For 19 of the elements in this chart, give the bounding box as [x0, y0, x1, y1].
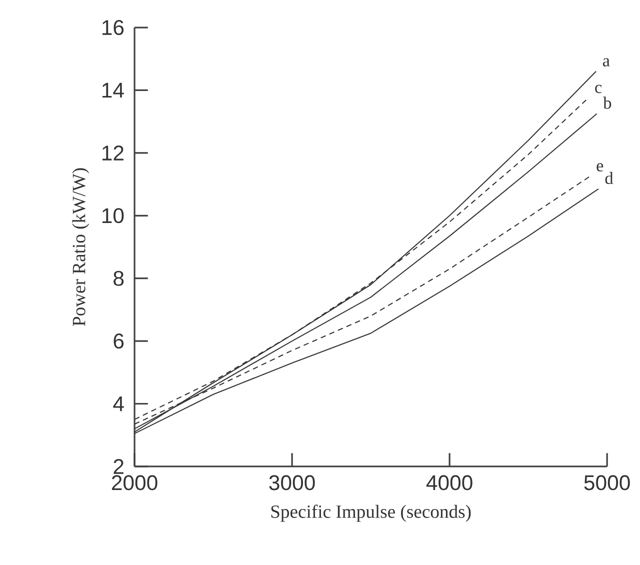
y-axis-title: Power Ratio (kW/W) [72, 168, 90, 326]
x-axis-title: Specific Impulse (seconds) [271, 504, 471, 522]
x-tick-label: 5000 [584, 475, 630, 490]
series-label: e [596, 163, 604, 172]
y-tick-label: 6 [114, 334, 124, 349]
y-tick-label: 14 [102, 82, 124, 98]
series-label: a [602, 58, 610, 66]
series-label: d [605, 172, 614, 184]
y-tick-label: 4 [113, 396, 124, 412]
y-tick-label: 12 [102, 146, 124, 160]
series-label: c [595, 84, 602, 94]
x-tick-label: 3000 [269, 475, 315, 490]
series-label: b [603, 96, 612, 109]
y-tick-label: 2 [114, 459, 124, 474]
y-tick-label: 16 [102, 20, 124, 36]
y-tick-label: 10 [102, 208, 124, 224]
y-tick-label: 8 [114, 270, 124, 286]
x-tick-label: 2000 [112, 475, 158, 490]
x-tick-label: 4000 [426, 475, 472, 490]
